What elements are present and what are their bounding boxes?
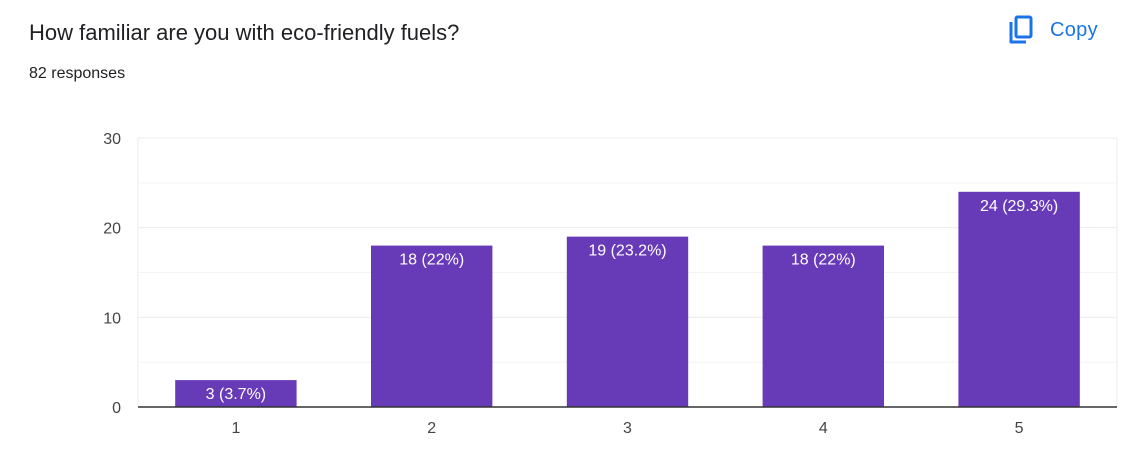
bar xyxy=(762,245,884,407)
y-tick-label: 10 xyxy=(103,310,121,327)
bar xyxy=(958,191,1080,407)
x-tick-label: 3 xyxy=(623,420,632,437)
data-label: 19 (23.2%) xyxy=(588,243,666,260)
copy-label: Copy xyxy=(1050,18,1098,41)
bar xyxy=(371,245,493,407)
y-tick-label: 20 xyxy=(103,221,121,238)
copy-icon xyxy=(1008,15,1034,45)
data-label: 24 (29.3%) xyxy=(980,198,1058,215)
data-label: 18 (22%) xyxy=(399,252,464,269)
x-tick-label: 5 xyxy=(1015,420,1024,437)
response-count: 82 responses xyxy=(29,65,126,82)
x-tick-label: 4 xyxy=(819,420,828,437)
y-tick-label: 0 xyxy=(112,400,121,417)
copy-button[interactable]: Copy xyxy=(1000,12,1106,48)
bar xyxy=(175,380,297,407)
question-title: How familiar are you with eco-friendly f… xyxy=(29,20,460,45)
data-label: 18 (22%) xyxy=(791,252,856,269)
y-tick-label: 30 xyxy=(103,131,121,148)
x-tick-label: 1 xyxy=(231,420,240,437)
bar xyxy=(566,236,689,407)
x-tick-label: 2 xyxy=(427,420,436,437)
data-label: 3 (3.7%) xyxy=(206,386,266,403)
